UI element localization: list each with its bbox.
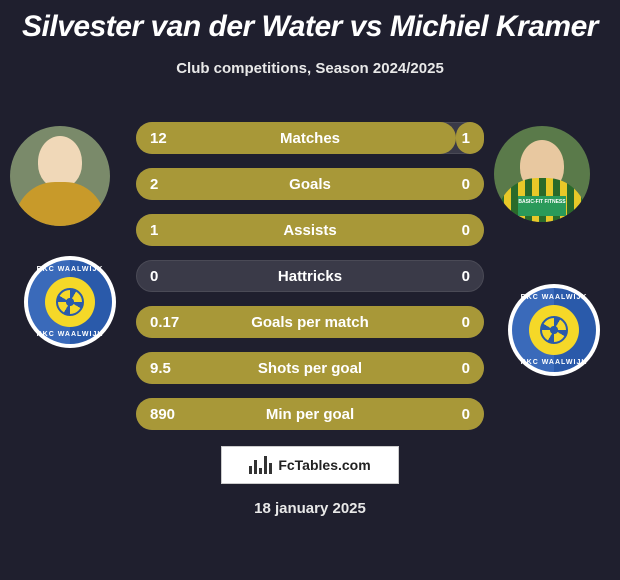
stat-row: 0.17 Goals per match 0 xyxy=(136,306,484,338)
stat-label: Matches xyxy=(206,130,414,147)
page-subtitle: Club competitions, Season 2024/2025 xyxy=(0,60,620,77)
stat-value-left: 0.17 xyxy=(136,314,206,331)
brand-text: FcTables.com xyxy=(278,457,370,473)
avatar-head xyxy=(38,136,82,188)
stats-bars: 12 Matches 1 2 Goals 0 1 Assists 0 0 Hat… xyxy=(136,122,484,444)
stat-row: 12 Matches 1 xyxy=(136,122,484,154)
stat-value-left: 0 xyxy=(136,268,206,285)
club-ring: RKC WAALWIJK RKC WAALWIJK xyxy=(28,260,112,344)
stat-value-right: 0 xyxy=(414,222,484,239)
stat-value-right: 0 xyxy=(414,406,484,423)
player-left-avatar xyxy=(10,126,110,226)
club-ring: RKC WAALWIJK RKC WAALWIJK xyxy=(512,288,596,372)
club-ring-text: RKC WAALWIJK xyxy=(28,331,112,338)
stat-label: Goals xyxy=(206,176,414,193)
club-ring-text: RKC WAALWIJK xyxy=(512,359,596,366)
club-ring-text: RKC WAALWIJK xyxy=(28,266,112,273)
club-logo-right: RKC WAALWIJK RKC WAALWIJK xyxy=(508,284,600,376)
jersey-sponsor: BASIC-FIT FITNESS xyxy=(518,196,566,216)
club-logo-left: RKC WAALWIJK RKC WAALWIJK xyxy=(24,256,116,348)
stat-value-left: 12 xyxy=(136,130,206,147)
stat-label: Assists xyxy=(206,222,414,239)
stat-value-right: 0 xyxy=(414,360,484,377)
stat-value-right: 0 xyxy=(414,176,484,193)
club-inner xyxy=(45,277,95,327)
stat-row: 1 Assists 0 xyxy=(136,214,484,246)
bars-chart-icon xyxy=(249,456,272,474)
soccer-ball-icon xyxy=(56,288,84,316)
soccer-ball-icon xyxy=(540,316,568,344)
stat-value-left: 2 xyxy=(136,176,206,193)
stat-row: 890 Min per goal 0 xyxy=(136,398,484,430)
stat-value-right: 0 xyxy=(414,314,484,331)
stat-value-left: 890 xyxy=(136,406,206,423)
player-right-avatar: BASIC-FIT FITNESS xyxy=(494,126,590,222)
stat-label: Hattricks xyxy=(206,268,414,285)
stat-label: Goals per match xyxy=(206,314,414,331)
stat-label: Min per goal xyxy=(206,406,414,423)
stat-row: 9.5 Shots per goal 0 xyxy=(136,352,484,384)
club-ring-text: RKC WAALWIJK xyxy=(512,294,596,301)
page-title: Silvester van der Water vs Michiel Krame… xyxy=(0,0,620,44)
stat-row: 0 Hattricks 0 xyxy=(136,260,484,292)
stat-value-left: 1 xyxy=(136,222,206,239)
avatar-body xyxy=(15,182,105,226)
stat-value-left: 9.5 xyxy=(136,360,206,377)
stat-row: 2 Goals 0 xyxy=(136,168,484,200)
date-label: 18 january 2025 xyxy=(0,500,620,517)
stat-value-right: 0 xyxy=(414,268,484,285)
stat-label: Shots per goal xyxy=(206,360,414,377)
stat-value-right: 1 xyxy=(414,130,484,147)
brand-logo: FcTables.com xyxy=(221,446,399,484)
club-inner xyxy=(529,305,579,355)
